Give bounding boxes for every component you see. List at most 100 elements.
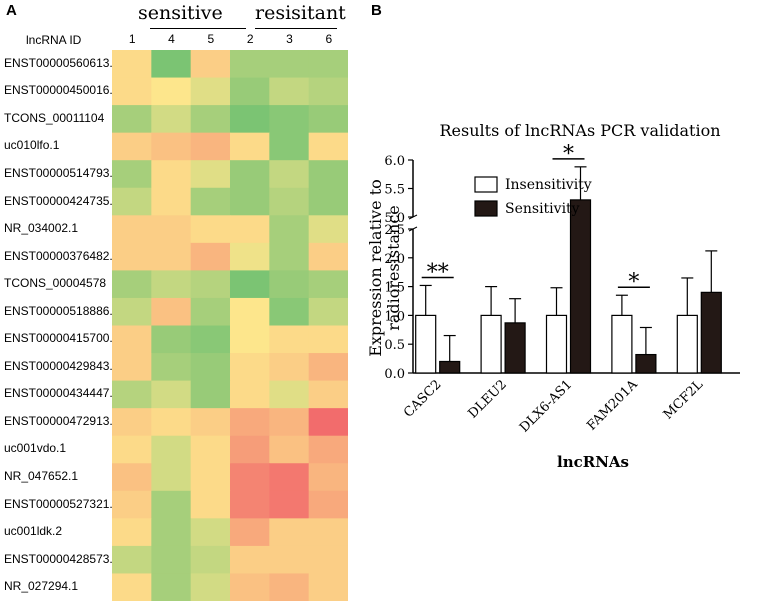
- column-header: 6: [325, 32, 333, 46]
- column-header: 4: [168, 32, 175, 46]
- row-label: ENST00000518886.1: [4, 303, 120, 318]
- row-label: ENST00000376482.3: [4, 248, 120, 263]
- heatmap-cell: [230, 77, 270, 106]
- y-tick-label: 5.5: [384, 183, 405, 198]
- heatmap-cell: [308, 545, 348, 574]
- heatmap-cell: [112, 242, 152, 271]
- bar: [545, 314, 568, 374]
- heatmap-cell: [151, 463, 192, 492]
- heatmap-cell: [308, 77, 348, 106]
- heatmap-cell: [112, 545, 152, 574]
- heatmap-cell: [308, 242, 348, 271]
- heatmap-cell: [230, 518, 270, 547]
- row-label: uc001ldk.2: [4, 524, 63, 539]
- row-label: ENST00000415700.1: [4, 331, 120, 346]
- heatmap-cell: [112, 297, 152, 326]
- row-label: NR_047652.1: [4, 469, 79, 484]
- heatmap-cell: [112, 518, 152, 547]
- heatmap-cell: [151, 545, 192, 574]
- x-tick-label: FAM201A: [584, 377, 641, 434]
- column-header: 1: [128, 32, 136, 46]
- heatmap-cell: [308, 380, 348, 409]
- significance-marker: *: [563, 142, 574, 167]
- column-header: 3: [286, 32, 293, 46]
- heatmap-cell: [269, 50, 310, 79]
- heatmap-cell: [112, 160, 152, 189]
- bar: [504, 322, 526, 374]
- panel-b-label: B: [371, 2, 382, 19]
- heatmap-cell: [308, 50, 348, 79]
- y-tick-label: 2.0: [384, 252, 405, 267]
- heatmap-cell: [269, 242, 310, 271]
- y-tick-label: 1.5: [384, 281, 405, 296]
- heatmap-cell: [269, 545, 310, 574]
- heatmap-cell: [269, 353, 310, 382]
- row-label: uc001vdo.1: [4, 441, 67, 456]
- heatmap-cell: [308, 435, 348, 464]
- heatmap-cell: [269, 132, 310, 161]
- heatmap-cell: [190, 132, 231, 161]
- heatmap-cell: [269, 77, 310, 106]
- legend-swatch: [474, 176, 498, 193]
- heatmap-cell: [230, 105, 270, 134]
- heatmap-cell: [269, 325, 310, 354]
- heatmap-cell: [190, 297, 231, 326]
- heatmap-cell: [308, 490, 348, 519]
- column-header: 2: [246, 32, 254, 46]
- heatmap-cell: [112, 105, 152, 134]
- group-label-sensitive: sensitive: [138, 2, 223, 24]
- heatmap-cell: [151, 380, 192, 409]
- heatmap-cell: [269, 160, 310, 189]
- heatmap-cell: [269, 215, 310, 244]
- row-label: ENST00000428573.1: [4, 551, 120, 566]
- heatmap-cell: [308, 353, 348, 382]
- heatmap-cell: [190, 242, 231, 271]
- heatmap-cell: [151, 187, 192, 216]
- significance-marker: *: [628, 270, 639, 295]
- heatmap-cell: [269, 408, 310, 437]
- heatmap-cell: [230, 545, 270, 574]
- row-label: ENST00000424735.1: [4, 193, 120, 208]
- heatmap-cell: [151, 77, 192, 106]
- bar: [611, 314, 633, 374]
- heatmap-cell: [112, 435, 152, 464]
- heatmap-cell: [190, 463, 231, 492]
- row-label: TCONS_00011104: [4, 110, 105, 125]
- heatmap-cell: [230, 435, 270, 464]
- axis-break-mark: [408, 214, 418, 220]
- column-header: 5: [207, 32, 215, 46]
- heatmap-cell: [230, 242, 270, 271]
- heatmap-cell: [230, 160, 270, 189]
- heatmap-cell: [151, 573, 192, 601]
- row-label: ENST00000560613.1: [4, 55, 120, 70]
- heatmap-cell: [151, 297, 192, 326]
- heatmap-cell: [190, 105, 231, 134]
- group-line-sensitive: [150, 28, 246, 29]
- heatmap-cell: [308, 187, 348, 216]
- bar: [480, 314, 502, 374]
- bar-chart: Results of lncRNAs PCR validation Express…: [366, 121, 740, 471]
- heatmap-cell: [112, 573, 152, 601]
- heatmap-cell: [190, 380, 231, 409]
- heatmap-cell: [230, 270, 270, 299]
- heatmap-cell: [151, 325, 192, 354]
- y-tick-label: 0.0: [384, 367, 405, 382]
- heatmap-cell: [112, 325, 152, 354]
- heatmap-cell: [230, 490, 270, 519]
- heatmap-cell: [269, 518, 310, 547]
- heatmap-cell: [190, 215, 231, 244]
- heatmap-cell: [112, 490, 152, 519]
- bar-chart-panel: B Results of lncRNAs PCR validation Expre…: [355, 0, 767, 601]
- heatmap-cell: [190, 490, 231, 519]
- heatmap-cell: [269, 297, 310, 326]
- row-label: ENST00000450016.1: [4, 83, 120, 98]
- heatmap-cell: [151, 160, 192, 189]
- heatmap-cell: [308, 325, 348, 354]
- heatmap-cell: [230, 50, 270, 79]
- heatmap-cell: [308, 270, 348, 299]
- heatmap-cell: [151, 435, 192, 464]
- heatmap-cell: [269, 490, 310, 519]
- panel-a-label: A: [6, 2, 17, 19]
- heatmap-cell: [308, 463, 348, 492]
